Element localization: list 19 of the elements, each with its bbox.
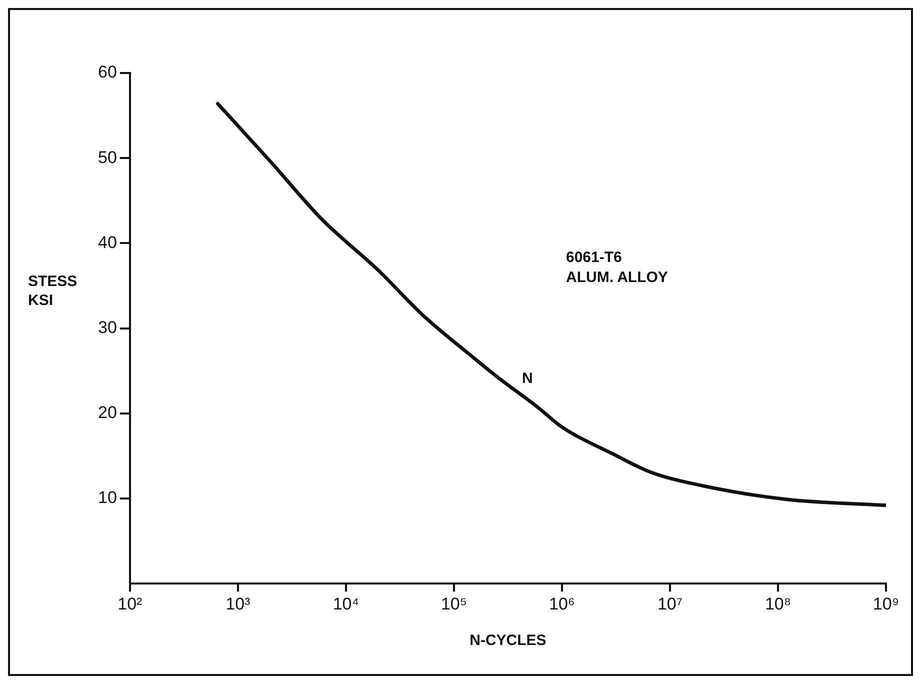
x-tick-label: 10⁵ [440,594,467,614]
x-tick-label: 10⁹ [872,594,900,614]
y-tick-label: 20 [98,403,117,422]
x-tick-label: 10⁷ [657,594,683,614]
annotation: N [522,370,533,387]
x-tick-label: 10⁴ [332,594,360,614]
x-axis-title: N-CYCLES [470,632,546,650]
x-tick-label: 10⁸ [764,594,792,614]
y-tick-label: 10 [98,488,117,508]
x-tick-label: 10² [118,594,143,614]
annotation: ALUM. ALLOY [566,268,668,288]
x-tick-label: 10³ [226,594,251,614]
y-tick-label: 60 [98,62,117,82]
y-tick-label: 50 [98,148,117,167]
x-tick-label: 10⁶ [549,594,575,614]
annotation: 6061-T6 [566,248,623,268]
y-axis-title: STESS KSI [28,272,78,310]
y-tick-label: 30 [98,318,117,337]
y-tick-label: 40 [98,232,117,252]
